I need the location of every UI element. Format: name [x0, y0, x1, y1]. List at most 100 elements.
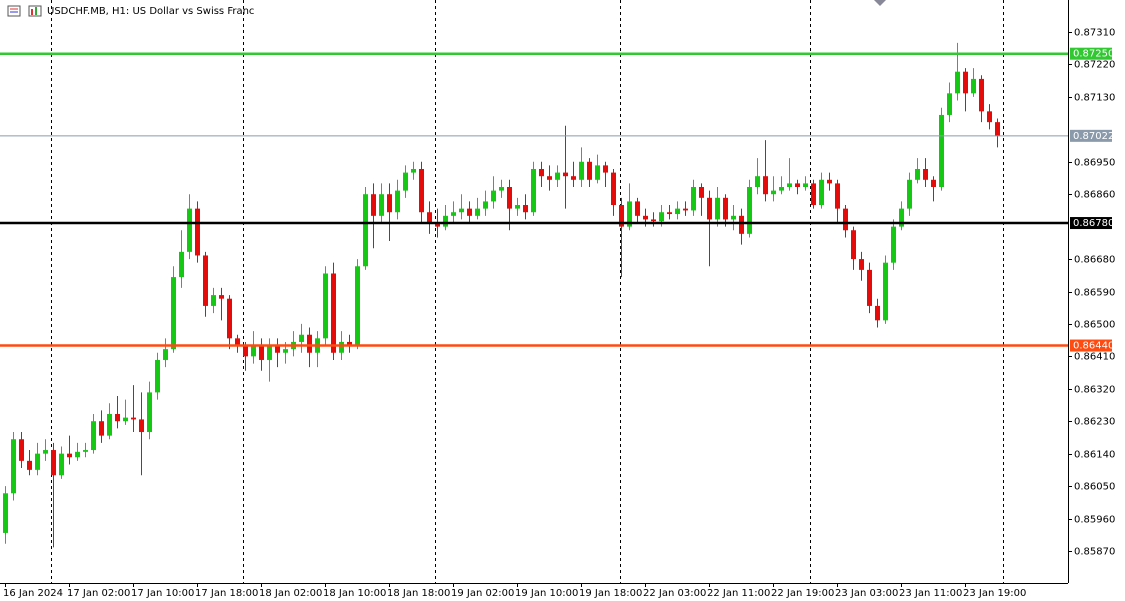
- candle-body: [547, 176, 552, 180]
- candle-body: [683, 208, 688, 211]
- candle-body: [19, 439, 24, 461]
- candle-body: [619, 205, 624, 227]
- candle-body: [27, 460, 32, 470]
- candle-body: [699, 187, 704, 198]
- candle-body: [931, 179, 936, 188]
- candle-body: [163, 349, 168, 360]
- candle-body: [211, 295, 216, 306]
- candle-body: [587, 161, 592, 180]
- candle-body: [83, 450, 88, 452]
- candle-body: [579, 161, 584, 180]
- candle-body: [91, 421, 96, 451]
- candle-body: [499, 187, 504, 191]
- x-tick-label: 16 Jan 2024: [3, 588, 63, 599]
- toolbar-icons: [7, 5, 42, 17]
- x-tick-label: 23 Jan 03:00: [835, 588, 898, 599]
- price-level-tag: [1070, 129, 1112, 142]
- candle-body: [51, 450, 56, 476]
- candle-body: [851, 230, 856, 260]
- candle-body: [299, 334, 304, 342]
- candle-body: [115, 414, 120, 422]
- y-tick-label: 0.86050: [1074, 482, 1115, 493]
- candle-body: [155, 359, 160, 393]
- candle-body: [475, 208, 480, 216]
- candle-body: [835, 183, 840, 209]
- candle-body: [267, 345, 272, 360]
- candle-body: [539, 168, 544, 177]
- candle-body: [891, 226, 896, 263]
- candle-body: [59, 453, 64, 476]
- candle-body: [35, 453, 40, 470]
- candle-body: [219, 295, 224, 299]
- candle-body: [179, 251, 184, 278]
- candle-body: [771, 190, 776, 195]
- candle-body: [787, 183, 792, 188]
- candle-body: [75, 451, 80, 458]
- y-tick-label: 0.86320: [1074, 385, 1115, 396]
- candle-body: [203, 255, 208, 306]
- y-tick-label: 0.87220: [1074, 60, 1115, 71]
- x-tick-label: 18 Jan 18:00: [387, 588, 450, 599]
- candle-body: [563, 172, 568, 177]
- price-level-label: 0.87250: [1073, 49, 1114, 60]
- price-level-tag: [1070, 47, 1112, 60]
- y-tick-label: 0.86860: [1074, 190, 1115, 201]
- x-tick-label: 22 Jan 11:00: [707, 588, 770, 599]
- candle-body: [731, 215, 736, 220]
- candle-body: [43, 450, 48, 454]
- y-tick-label: 0.86950: [1074, 158, 1115, 169]
- candle-body: [675, 208, 680, 215]
- candle-body: [739, 215, 744, 234]
- candle-body: [659, 212, 664, 222]
- candle-body: [755, 176, 760, 188]
- candle-body: [411, 168, 416, 173]
- candle-body: [883, 262, 888, 321]
- candle-body: [187, 208, 192, 252]
- candle-body: [195, 208, 200, 256]
- price-level-tag: [1070, 217, 1112, 230]
- candle-body: [11, 439, 16, 494]
- candle-body: [243, 345, 248, 357]
- candle-body: [147, 392, 152, 433]
- x-tick-label: 17 Jan 10:00: [131, 588, 194, 599]
- candle-body: [107, 414, 112, 436]
- x-tick-label: 23 Jan 19:00: [963, 588, 1026, 599]
- candle-body: [491, 190, 496, 202]
- x-tick-label: 19 Jan 10:00: [515, 588, 578, 599]
- y-tick-label: 0.85960: [1074, 515, 1115, 526]
- candle-body: [467, 208, 472, 216]
- candle-body: [459, 208, 464, 213]
- x-tick-label: 22 Jan 19:00: [771, 588, 834, 599]
- candle-body: [635, 201, 640, 216]
- candle-body: [915, 168, 920, 180]
- candle-body: [3, 493, 8, 533]
- candle-body: [131, 417, 136, 420]
- candle-body: [899, 208, 904, 227]
- price-level-tag: [1070, 339, 1112, 352]
- candle-body: [723, 197, 728, 220]
- candle-body: [859, 259, 864, 270]
- candle-body: [691, 187, 696, 211]
- candle-body: [435, 223, 440, 227]
- candle-body: [123, 417, 128, 422]
- price-level-label: 0.87022: [1073, 131, 1114, 142]
- y-tick-label: 0.87130: [1074, 93, 1115, 104]
- candle-body: [795, 183, 800, 188]
- candle-body: [507, 187, 512, 209]
- candle-body: [971, 78, 976, 94]
- candle-body: [347, 341, 352, 346]
- candle-body: [979, 78, 984, 112]
- candle-body: [523, 205, 528, 213]
- candle-body: [867, 269, 872, 306]
- candle-body: [819, 179, 824, 206]
- candle-body: [531, 168, 536, 213]
- candle-body: [843, 208, 848, 231]
- candle-body: [827, 179, 832, 184]
- y-tick-label: 0.86680: [1074, 255, 1115, 266]
- y-tick-label: 0.86410: [1074, 352, 1115, 363]
- candle-body: [355, 266, 360, 346]
- candle-body: [307, 334, 312, 353]
- x-tick-label: 18 Jan 10:00: [323, 588, 386, 599]
